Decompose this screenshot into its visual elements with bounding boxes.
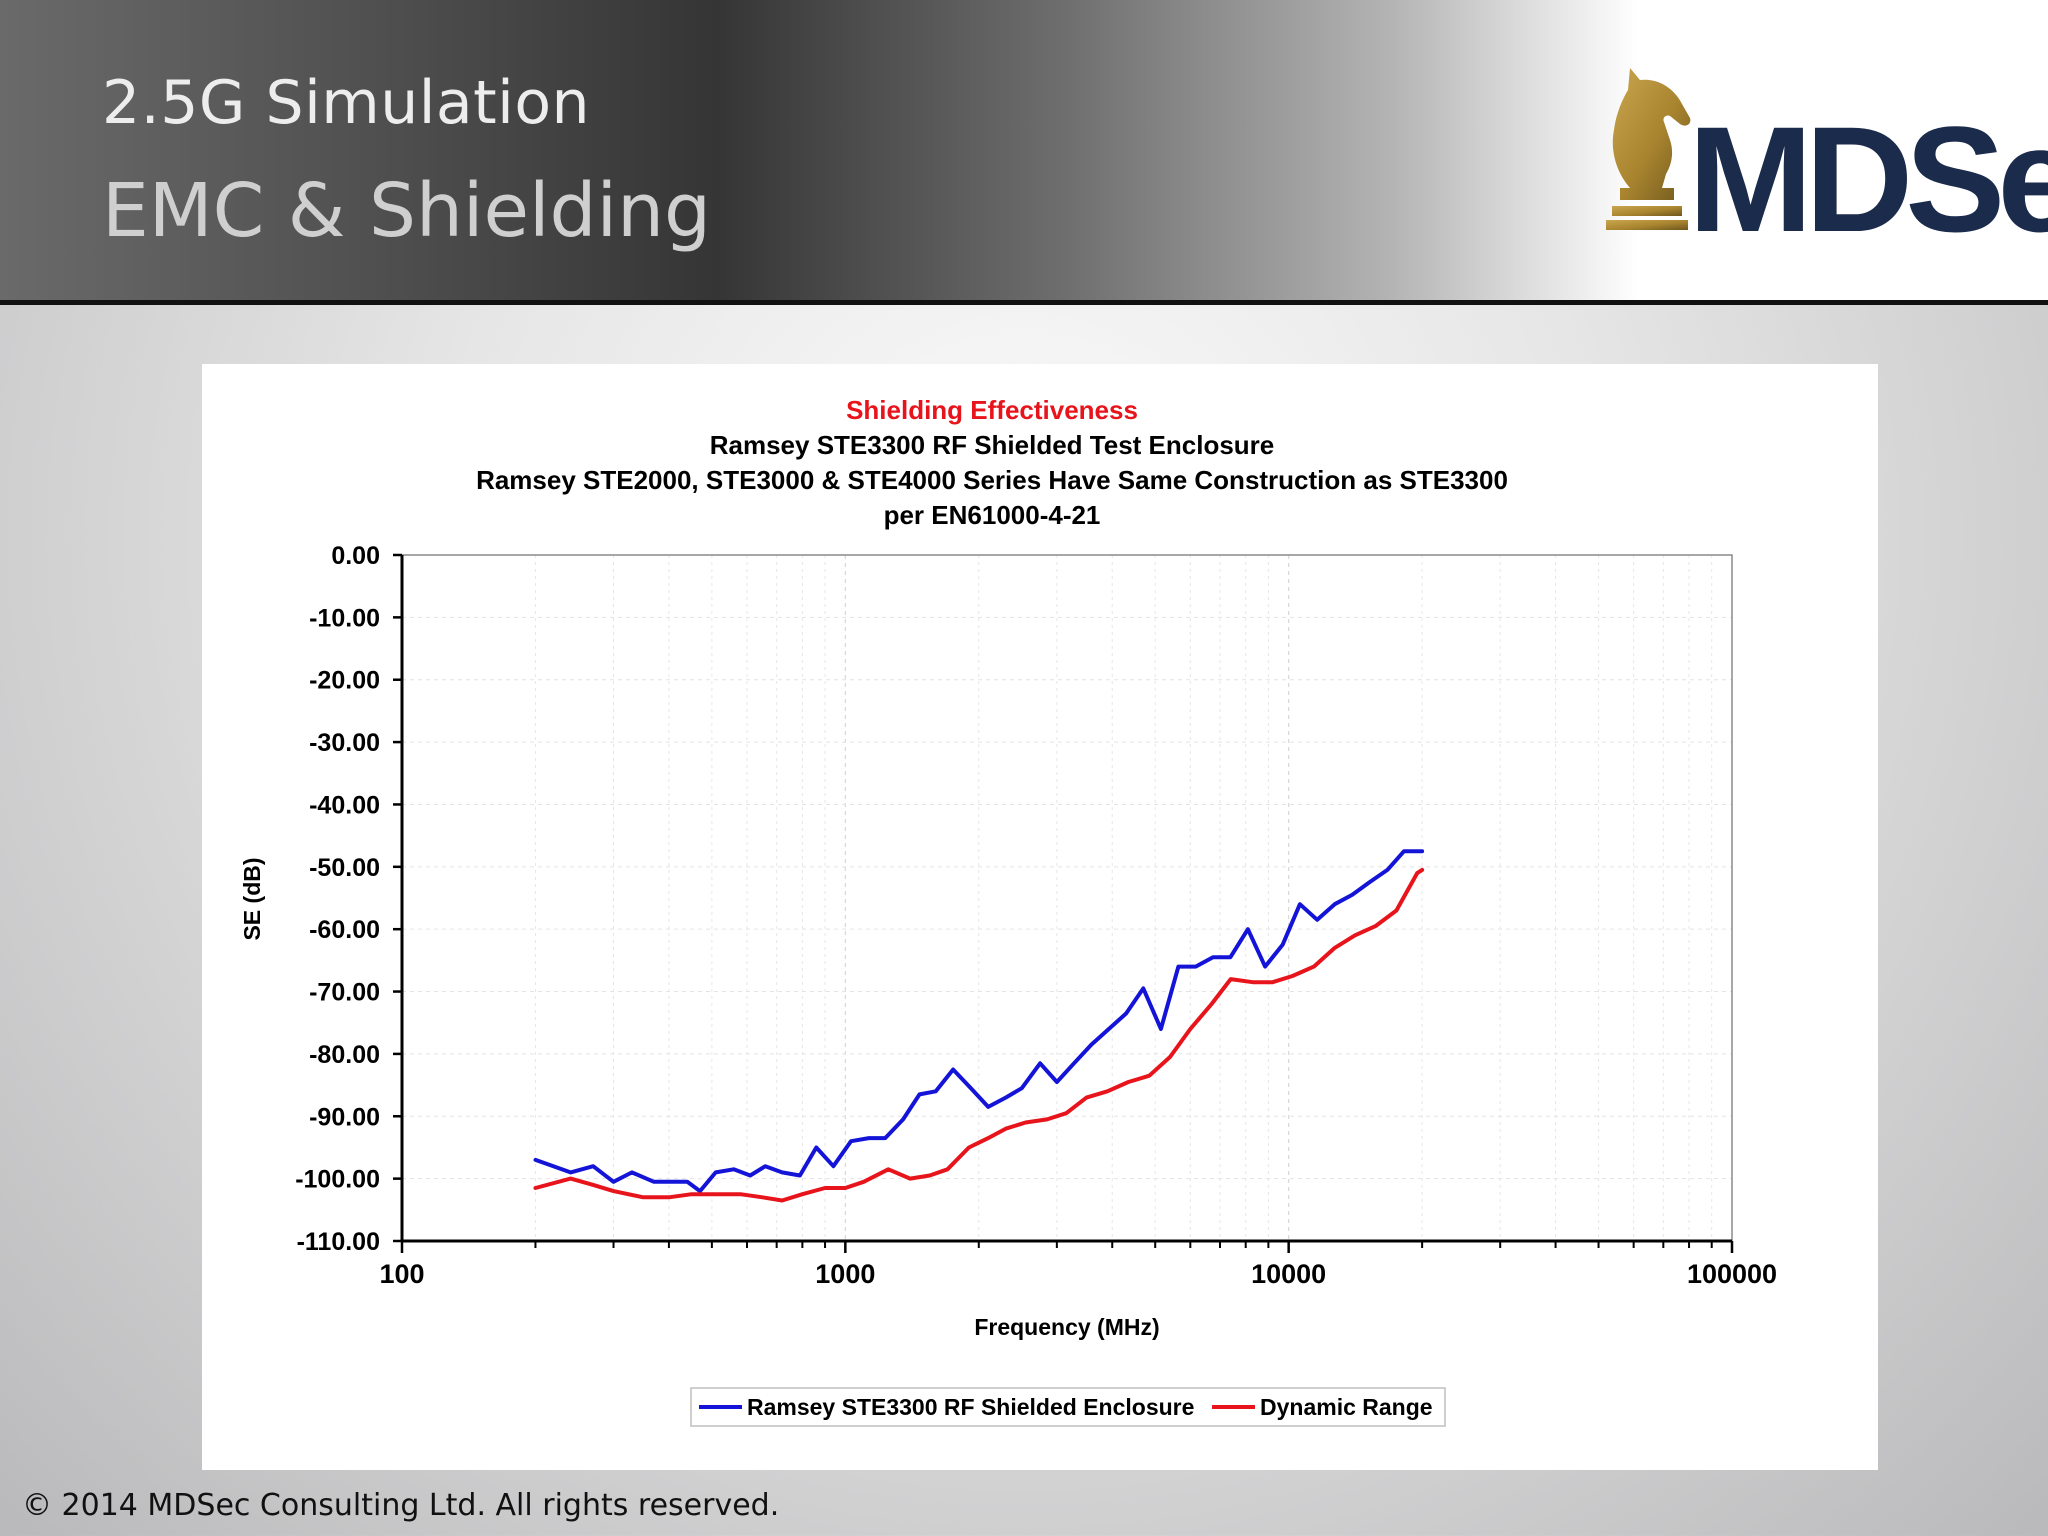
y-tick-label: -80.00 (309, 1041, 380, 1069)
y-tick-label: -100.00 (295, 1166, 380, 1194)
y-tick-label: -70.00 (309, 979, 380, 1007)
slide-subtitle: 2.5G Simulation (102, 68, 591, 138)
y-tick-label: 0.00 (331, 542, 380, 570)
axis-layer (393, 553, 1734, 1253)
series-line-dynamic-range (533, 867, 1425, 1203)
chart-title-line-1: Ramsey STE3300 RF Shielded Test Enclosur… (710, 430, 1275, 460)
header-divider (0, 300, 2048, 305)
y-tick-label: -60.00 (309, 916, 380, 944)
x-tick-label: 1000 (815, 1259, 875, 1289)
series-line-enclosure (533, 849, 1425, 1194)
chart-title-line-3: per EN61000-4-21 (884, 500, 1101, 530)
tick-labels: 0.00 -10.00 -20.00 -30.00 -40.00 -50.00 -60.00… (295, 542, 1777, 1289)
plot-frame (401, 554, 1733, 1242)
slide-header (0, 0, 2048, 302)
y-tick-label: -10.00 (309, 604, 380, 632)
legend-label-enclosure: Ramsey STE3300 RF Shielded Enclosure (747, 1394, 1194, 1420)
knight-chess-icon (1606, 68, 1691, 230)
x-tick-label: 100 (379, 1259, 424, 1289)
y-axis-label: SE (dB) (239, 857, 265, 940)
chart-title: Shielding Effectiveness (846, 395, 1138, 425)
logo-wordmark: MDSec (1688, 95, 2048, 263)
slide-title: EMC & Shielding (102, 168, 711, 254)
chart-panel: Shielding Effectiveness Ramsey STE3300 R… (202, 364, 1878, 1470)
y-tick-label: -30.00 (309, 729, 380, 757)
shielding-chart: Shielding Effectiveness Ramsey STE3300 R… (239, 395, 1777, 1427)
chart-title-line-2: Ramsey STE2000, STE3000 & STE4000 Series… (476, 465, 1508, 495)
mdsec-logo: MDSec (1600, 54, 2048, 254)
legend: Ramsey STE3300 RF Shielded Enclosure Dyn… (690, 1387, 1446, 1427)
x-axis-label: Frequency (MHz) (974, 1314, 1159, 1340)
legend-label-dynamic-range: Dynamic Range (1260, 1394, 1433, 1420)
copyright-footer: © 2014 MDSec Consulting Ltd. All rights … (22, 1488, 780, 1523)
y-tick-label: -110.00 (297, 1228, 380, 1256)
series-layer (533, 849, 1425, 1203)
x-tick-label: 100000 (1687, 1259, 1777, 1289)
y-tick-label: -90.00 (309, 1103, 380, 1131)
y-tick-label: -40.00 (309, 791, 380, 819)
grid-layer (402, 554, 1732, 1241)
y-tick-label: -50.00 (309, 854, 380, 882)
x-tick-label: 10000 (1251, 1259, 1326, 1289)
y-tick-label: -20.00 (309, 667, 380, 695)
